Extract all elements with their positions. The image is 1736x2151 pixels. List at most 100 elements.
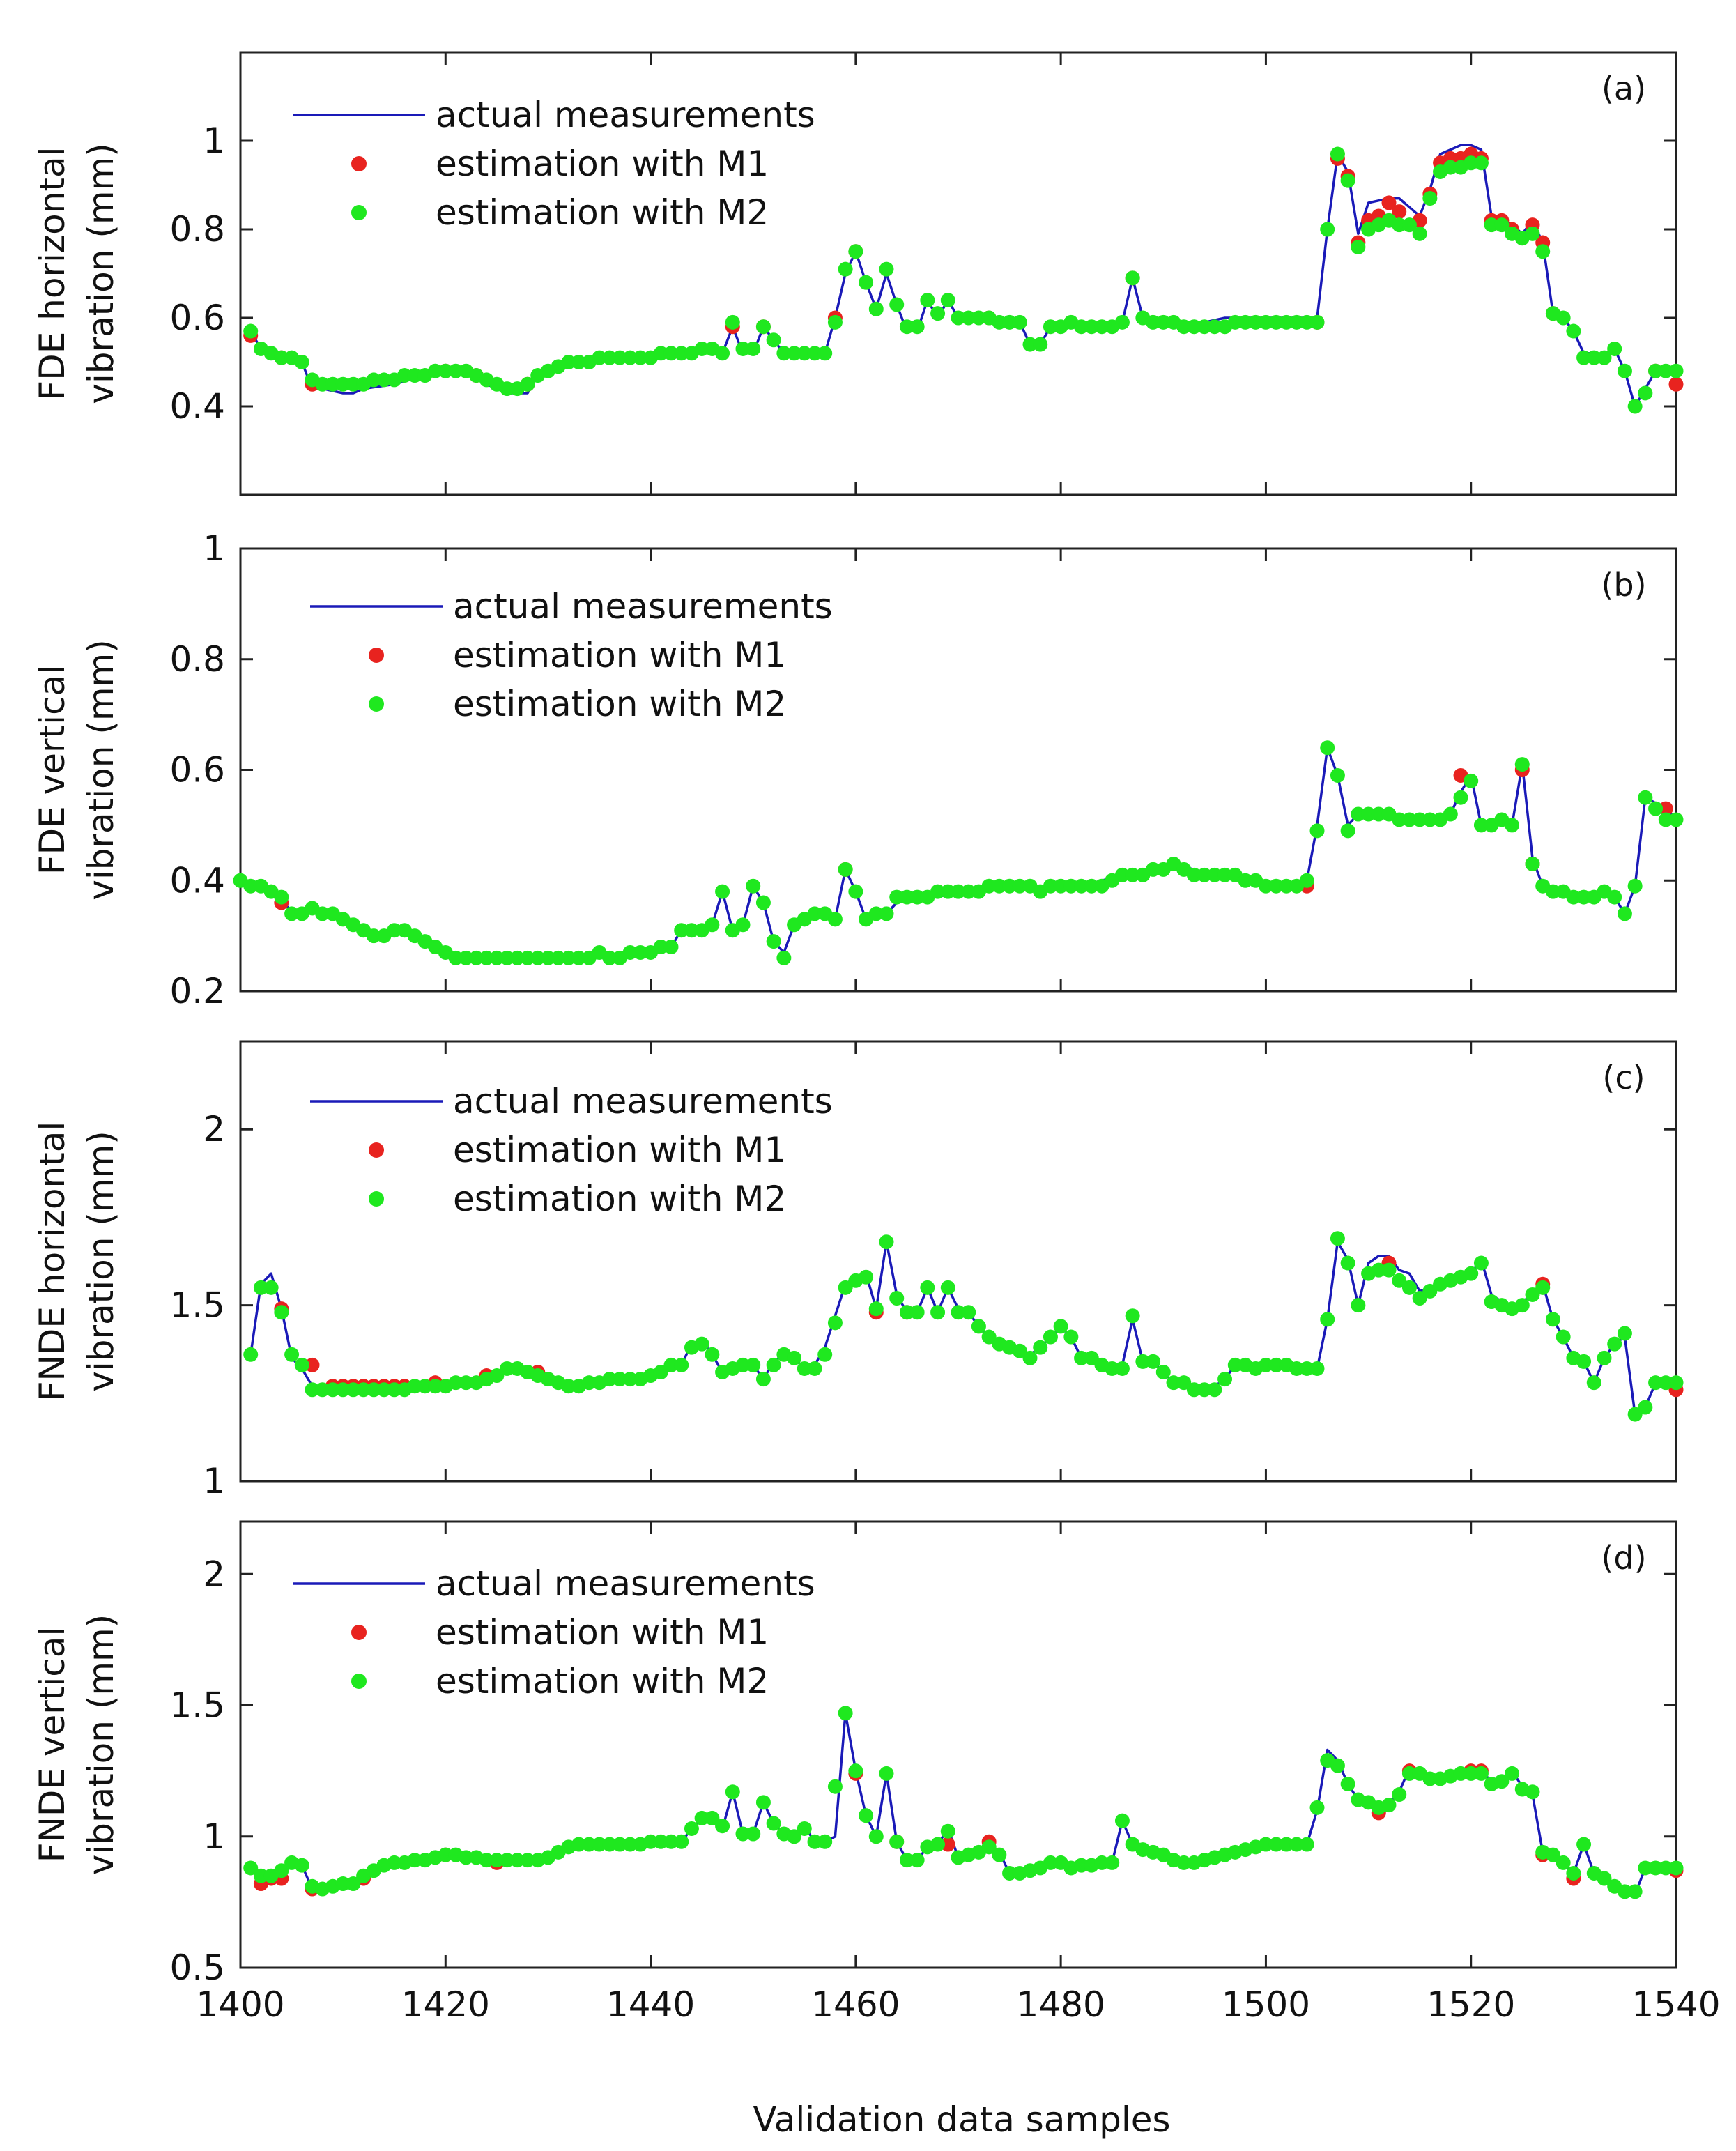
- marker-m2: [705, 917, 720, 933]
- marker-m2: [1422, 812, 1438, 827]
- marker-m2: [1627, 1407, 1643, 1422]
- marker-m2: [859, 275, 874, 290]
- marker-m2: [479, 950, 494, 965]
- marker-m2: [1166, 1375, 1181, 1391]
- marker-m2: [1381, 1798, 1397, 1813]
- marker-m2: [489, 950, 505, 965]
- marker-m2: [366, 1382, 381, 1398]
- marker-m2: [1268, 878, 1284, 894]
- marker-m2: [1464, 773, 1479, 788]
- marker-m2: [1135, 1354, 1151, 1369]
- marker-m2: [889, 1291, 905, 1306]
- marker-m2: [622, 944, 638, 960]
- x-tick-label: 1420: [401, 1984, 490, 2025]
- marker-m2: [622, 1837, 638, 1852]
- marker-m2: [1545, 1312, 1560, 1327]
- marker-m2: [1586, 350, 1601, 365]
- marker-m2: [755, 895, 771, 910]
- x-tick-label: 1400: [196, 1984, 284, 2025]
- marker-m2: [951, 310, 966, 326]
- marker-m2: [1658, 363, 1673, 378]
- marker-m2: [797, 1361, 812, 1376]
- marker-m2: [1443, 806, 1458, 822]
- y-axis-title-line: vibration (mm): [81, 143, 121, 404]
- marker-m2: [602, 1372, 617, 1387]
- marker-m2: [653, 940, 668, 954]
- marker-m2: [1146, 1354, 1161, 1369]
- marker-m2: [1566, 323, 1581, 339]
- marker-m2: [459, 950, 474, 965]
- marker-m2: [438, 1847, 453, 1862]
- legend-swatch-m2: [369, 1191, 384, 1207]
- marker-m2: [807, 1361, 822, 1376]
- marker-m2: [1125, 867, 1140, 882]
- marker-m2: [417, 1379, 433, 1394]
- marker-m2: [448, 1375, 463, 1391]
- marker-m2: [1146, 314, 1161, 330]
- marker-m2: [1392, 812, 1407, 827]
- marker-m2: [1330, 1231, 1345, 1246]
- marker-m2: [551, 950, 566, 965]
- marker-m2: [859, 1808, 874, 1823]
- marker-m2: [1176, 319, 1192, 335]
- marker-m2: [868, 1301, 884, 1317]
- marker-m2: [1668, 812, 1684, 827]
- marker-m2: [1043, 1329, 1058, 1345]
- marker-m2: [1648, 363, 1664, 378]
- marker-m2: [1279, 314, 1294, 330]
- marker-m2: [848, 1763, 863, 1779]
- marker-m2: [1176, 1855, 1192, 1870]
- marker-m2: [500, 1853, 515, 1868]
- marker-m2: [961, 310, 976, 326]
- marker-m2: [1330, 767, 1345, 783]
- marker-m2: [1638, 1400, 1653, 1415]
- marker-m2: [992, 314, 1007, 330]
- marker-m2: [1022, 337, 1038, 352]
- marker-m2: [879, 1234, 894, 1250]
- marker-m2: [766, 332, 781, 348]
- marker-m2: [889, 889, 905, 905]
- marker-m2: [571, 355, 587, 369]
- marker-m2: [961, 1305, 976, 1320]
- marker-m2: [827, 1315, 843, 1331]
- x-tick-label: 1520: [1427, 1984, 1515, 2025]
- marker-m2: [1309, 823, 1325, 839]
- y-tick-label: 0.4: [169, 386, 225, 427]
- marker-m2: [1258, 878, 1273, 894]
- marker-m2: [448, 363, 463, 378]
- marker-m2: [735, 341, 751, 356]
- marker-m2: [1279, 1837, 1294, 1852]
- marker-m2: [694, 1336, 709, 1352]
- marker-m2: [1238, 873, 1253, 888]
- marker-m2: [879, 1766, 894, 1781]
- marker-m2: [1627, 399, 1643, 414]
- marker-m2: [1576, 350, 1592, 365]
- marker-m2: [1248, 314, 1263, 330]
- marker-m2: [335, 1382, 351, 1398]
- marker-m2: [1320, 740, 1335, 756]
- marker-m2: [899, 889, 914, 905]
- marker-m2: [428, 1379, 443, 1394]
- marker-m2: [459, 1375, 474, 1391]
- marker-m2: [1556, 1855, 1571, 1870]
- marker-m2: [1227, 1357, 1243, 1372]
- marker-m2: [500, 950, 515, 965]
- marker-m2: [889, 297, 905, 312]
- marker-m2: [909, 319, 925, 335]
- marker-m2: [930, 306, 946, 321]
- marker-m2: [1299, 1361, 1314, 1376]
- marker-m2: [746, 341, 761, 356]
- marker-m2: [1309, 1361, 1325, 1376]
- marker-m2: [1525, 1784, 1540, 1800]
- marker-m2: [1473, 1255, 1489, 1271]
- marker-m2: [571, 950, 587, 965]
- marker-m2: [1361, 806, 1376, 822]
- marker-m2: [325, 376, 340, 392]
- marker-m2: [509, 1853, 525, 1868]
- y-tick-label: 1.5: [169, 1285, 225, 1326]
- marker-m2: [940, 1280, 955, 1295]
- marker-m2: [1114, 867, 1130, 882]
- marker-m2: [1155, 1365, 1171, 1380]
- marker-m2: [1422, 191, 1438, 206]
